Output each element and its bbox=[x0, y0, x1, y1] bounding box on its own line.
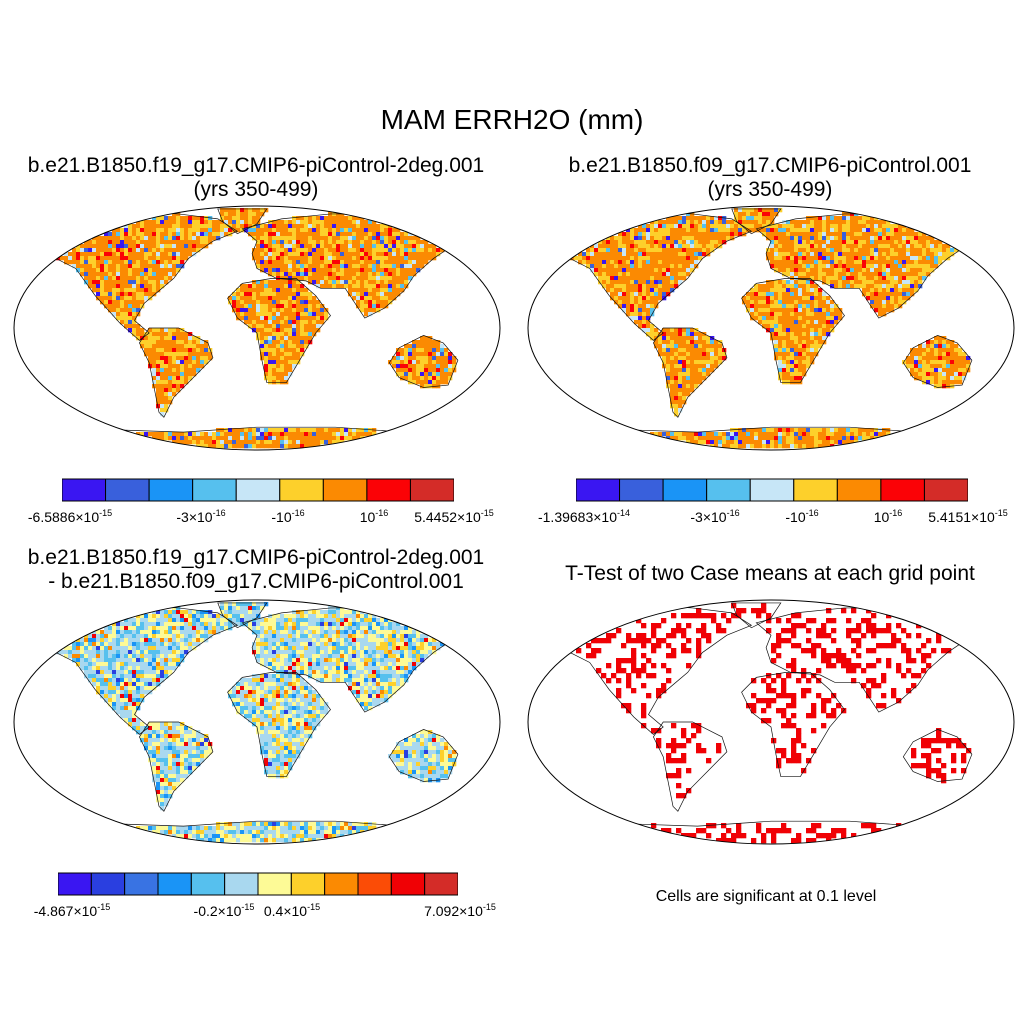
colorbar-tick-label: 5.4151×10-15 bbox=[928, 508, 1008, 525]
colorbar-tick-label: 0.4×10-15 bbox=[263, 902, 321, 919]
panel2-colorbar bbox=[576, 478, 968, 502]
colorbar-tick-label: -3×10-16 bbox=[176, 508, 226, 525]
map-border bbox=[527, 205, 1015, 451]
colorbar-swatch bbox=[279, 478, 324, 502]
panel3-title-line2: - b.e21.B1850.f09_g17.CMIP6-piControl.00… bbox=[48, 570, 464, 593]
panel3-title-line1: b.e21.B1850.f19_g17.CMIP6-piControl-2deg… bbox=[27, 546, 485, 569]
panel3-title: b.e21.B1850.f19_g17.CMIP6-piControl-2deg… bbox=[2, 546, 510, 594]
map-cells bbox=[559, 208, 982, 450]
colorbar-swatch bbox=[366, 478, 411, 502]
coastline bbox=[902, 729, 973, 782]
map-border bbox=[13, 205, 501, 451]
colorbar-swatch bbox=[409, 478, 454, 502]
colorbar-swatch bbox=[836, 478, 882, 502]
coastline bbox=[741, 672, 845, 777]
coastline bbox=[227, 672, 331, 777]
colorbar-tick-label: -1.39683×10-14 bbox=[537, 508, 631, 525]
panel1-colorbar-labels: -6.5886×10-15 -3×10-16 -10-16 10-16 5.4452×1… bbox=[28, 508, 494, 528]
colorbar-swatch bbox=[192, 478, 237, 502]
coastline bbox=[731, 208, 782, 235]
colorbar-tick-label: 10-16 bbox=[873, 508, 903, 525]
panel2-map bbox=[527, 205, 1015, 451]
coastline bbox=[902, 335, 973, 388]
colorbar-swatch bbox=[62, 478, 107, 502]
colorbar-swatch bbox=[190, 872, 226, 896]
coastline bbox=[388, 335, 459, 388]
colorbar-swatch bbox=[576, 478, 621, 502]
colorbar-swatch bbox=[124, 872, 159, 896]
colorbar-swatch bbox=[357, 872, 392, 896]
map-cells bbox=[559, 602, 982, 844]
colorbar-swatch bbox=[322, 478, 368, 502]
figure-title: MAM ERRH2O (mm) bbox=[380, 104, 644, 135]
panel3-colorbar bbox=[58, 872, 458, 896]
panel3-map bbox=[13, 599, 501, 845]
coastline bbox=[559, 211, 753, 341]
coastline bbox=[741, 278, 845, 383]
map-cells bbox=[45, 602, 468, 844]
colorbar-swatch bbox=[662, 478, 708, 502]
colorbar-tick-label: -4.867×10-15 bbox=[33, 902, 111, 919]
colorbar-swatch bbox=[424, 872, 458, 896]
colorbar-tick-label: -10-16 bbox=[785, 508, 819, 525]
panel4-title-line1: T-Test of two Case means at each grid po… bbox=[565, 562, 975, 585]
panel2-title-line1: b.e21.B1850.f09_g17.CMIP6-piControl.001 bbox=[568, 154, 972, 177]
colorbar-swatch bbox=[105, 478, 150, 502]
map-border bbox=[527, 599, 1015, 845]
coastline bbox=[138, 327, 214, 418]
colorbar-swatch bbox=[619, 478, 664, 502]
colorbar-swatch bbox=[706, 478, 751, 502]
panel2-colorbar-labels: -1.39683×10-14 -3×10-16 -10-16 10-16 5.4151×… bbox=[538, 508, 1008, 528]
colorbar-swatch bbox=[235, 478, 281, 502]
panel2-title: b.e21.B1850.f09_g17.CMIP6-piControl.001 … bbox=[516, 154, 1024, 202]
colorbar-swatch bbox=[793, 478, 838, 502]
colorbar-tick-label: 7.092×10-15 bbox=[424, 902, 496, 919]
colorbar-swatch bbox=[148, 478, 194, 502]
colorbar-tick-label: -3×10-16 bbox=[690, 508, 740, 525]
colorbar-swatch bbox=[290, 872, 326, 896]
panel1-title: b.e21.B1850.f19_g17.CMIP6-piControl-2deg… bbox=[2, 154, 510, 202]
colorbar-tick-label: -6.5886×10-15 bbox=[27, 508, 113, 525]
colorbar-swatch bbox=[324, 872, 359, 896]
coastline bbox=[45, 211, 239, 341]
panel2-title-line2: (yrs 350-499) bbox=[707, 178, 833, 201]
panel4-title: T-Test of two Case means at each grid po… bbox=[516, 562, 1024, 586]
panel4-map bbox=[527, 599, 1015, 845]
coastline bbox=[217, 208, 268, 235]
coastline bbox=[45, 605, 239, 735]
panel1-map bbox=[13, 205, 501, 451]
map-border bbox=[13, 599, 501, 845]
panel1-title-line2: (yrs 350-499) bbox=[193, 178, 319, 201]
coastline bbox=[652, 327, 728, 418]
colorbar-swatch bbox=[157, 872, 192, 896]
colorbar-tick-label: -0.2×10-15 bbox=[193, 902, 255, 919]
colorbar-swatch bbox=[749, 478, 795, 502]
significance-note: Cells are significant at 0.1 level bbox=[655, 888, 877, 905]
coastline bbox=[217, 602, 268, 629]
map-cells bbox=[45, 208, 468, 450]
colorbar-tick-label: -10-16 bbox=[271, 508, 305, 525]
colorbar-tick-label: 5.4452×10-15 bbox=[414, 508, 494, 525]
coastline bbox=[559, 605, 753, 735]
colorbar-swatch bbox=[257, 872, 292, 896]
coastline bbox=[138, 721, 214, 812]
colorbar-swatch bbox=[923, 478, 968, 502]
coastline bbox=[227, 278, 331, 383]
colorbar-swatch bbox=[390, 872, 426, 896]
colorbar-swatch bbox=[58, 872, 92, 896]
coastline bbox=[652, 721, 728, 812]
colorbar-swatch bbox=[224, 872, 259, 896]
coastline bbox=[388, 729, 459, 782]
colorbar-swatch bbox=[90, 872, 126, 896]
panel1-title-line1: b.e21.B1850.f19_g17.CMIP6-piControl-2deg… bbox=[27, 154, 485, 177]
colorbar-swatch bbox=[880, 478, 925, 502]
coastline bbox=[731, 602, 782, 629]
colorbar-tick-label: 10-16 bbox=[359, 508, 389, 525]
panel1-colorbar bbox=[62, 478, 454, 502]
panel3-colorbar-labels: -4.867×10-15 -0.2×10-15 0.4×10-15 7.092×10-… bbox=[34, 902, 496, 922]
